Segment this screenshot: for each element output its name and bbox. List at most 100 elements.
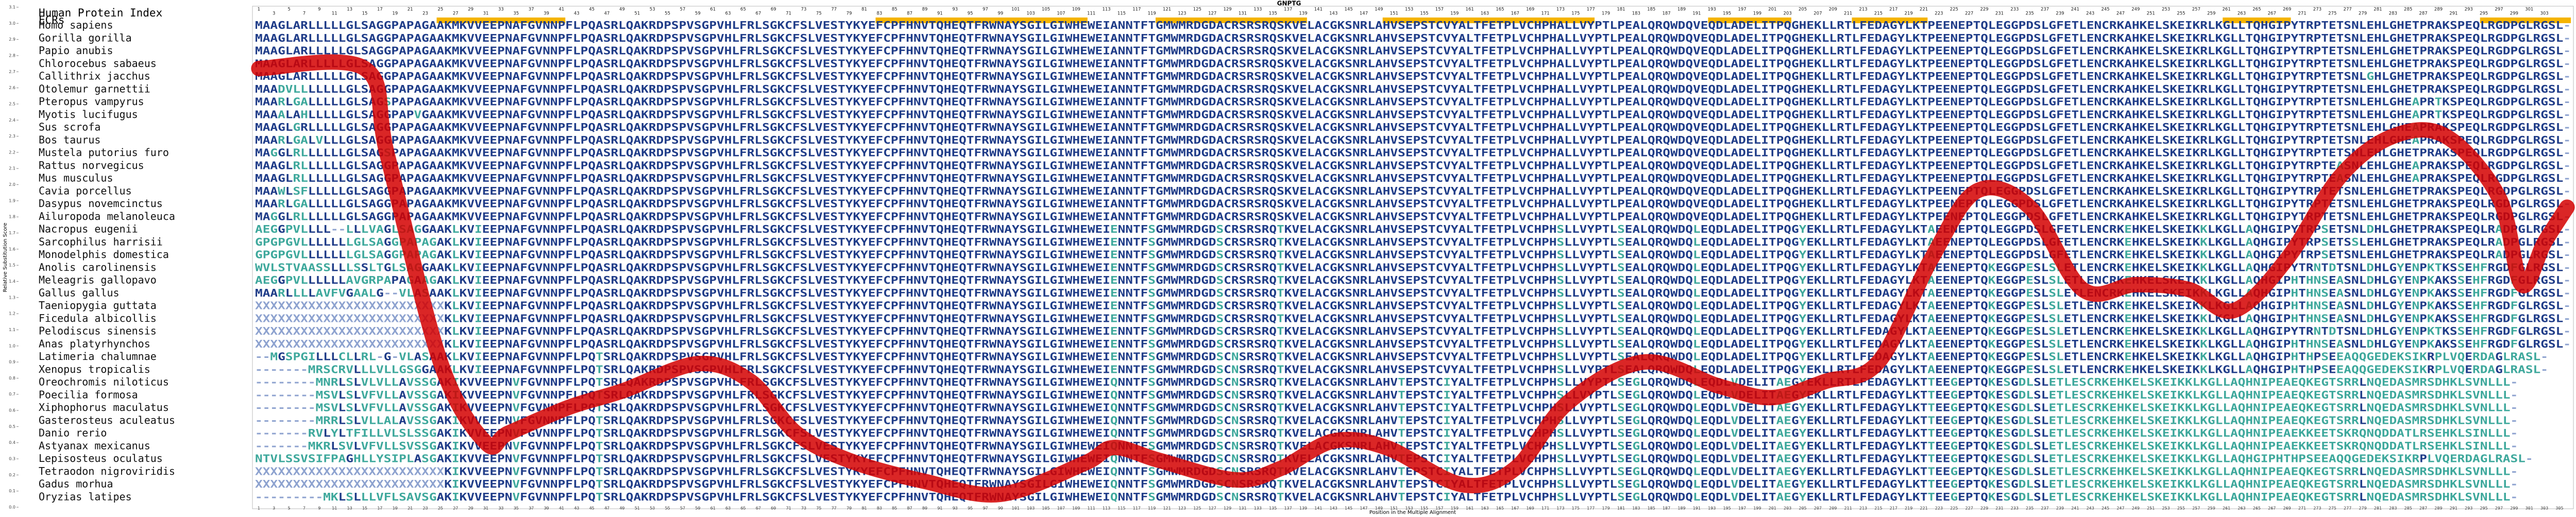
sequence-run: S	[1557, 427, 1565, 439]
sequence-run: LQRQWDQ	[1640, 478, 1693, 490]
sequence-run: SL	[2048, 325, 2063, 337]
sequence-run: C	[1224, 427, 1231, 439]
sequence: -------- MRR L S L VLLAL A VSSG AK I KVVEEPN V FGVNN…	[255, 414, 2518, 426]
sequence-run: KVVEEPN	[460, 478, 513, 490]
sequence-run: T	[2298, 299, 2306, 312]
sequence-run: VFVLL	[361, 401, 399, 413]
sequence-run: K	[1988, 388, 1996, 401]
species-name: Oreochromis niloticus	[39, 376, 169, 388]
sequence-run: MAA	[255, 108, 278, 120]
sequence-run: L	[1693, 248, 1701, 261]
sequence-run: MAAGLARLLLLLGLSAGGPAPAGAAKMKVVEEPNAFGVNN…	[255, 31, 2563, 44]
sequence-run: A	[1927, 337, 1935, 350]
sequence-run: I	[452, 490, 460, 503]
sequence-run: T	[2298, 274, 2306, 286]
human-index-label: 41	[559, 7, 565, 12]
sequence: MAAGLARLLLLLGLSAGGPAPAGAAKMKVVEEPNAFGVNN…	[255, 57, 2571, 70]
ecr-label: ECRs	[39, 14, 65, 26]
sequence-run: KV	[460, 299, 474, 312]
sequence-run: SRSRQ	[1239, 401, 1277, 413]
sequence-run: KVELACGKSNRLAHVSEPSTCVYALTFETPLVCHPH	[1284, 286, 1557, 299]
sequence-run: V	[512, 465, 520, 477]
sequence-run: L	[1693, 286, 1701, 299]
species-name: Mustela putorius furo	[39, 146, 169, 159]
sequence-run: VL	[399, 350, 414, 363]
sequence-run: EENEPTQ	[1935, 325, 1988, 337]
sequence-run: G	[2495, 363, 2503, 375]
sequence-run: LGLSA	[346, 235, 383, 248]
sequence-run: EENEPTQLEGGPDSLGFETLENCRK	[1935, 223, 2124, 235]
sequence-run: T	[1277, 439, 1284, 452]
sequence-run: MAAGL	[255, 172, 293, 184]
sequence-run: S	[1148, 388, 1156, 401]
sequence-run: S	[1556, 312, 1564, 324]
sequence-run: Y	[2397, 286, 2404, 299]
sequence-run: NNTF	[1117, 299, 1148, 312]
sequence-run: EE	[1935, 478, 1950, 490]
y-tick-label: 0.7	[9, 392, 15, 397]
sequence-run: EEPNAFGVNNPFLPQASRLQAKRDPSPVSGPVHLFRLSGK…	[482, 312, 1110, 324]
y-tick-label: 0.6	[9, 408, 15, 413]
sequence-run: S	[1216, 312, 1224, 324]
sequence-run: GMWMRDGD	[1156, 376, 1216, 388]
human-index-label: 303	[2540, 11, 2548, 16]
sequence-run: SRSRQ	[1239, 490, 1277, 503]
y-tick-label: 2.1	[9, 166, 15, 171]
sequence-run: S	[1556, 261, 1564, 273]
sequence-run: L	[1693, 452, 1701, 464]
sequence-run: A	[2245, 223, 2253, 235]
score-line	[251, 54, 2575, 503]
sequence-run: LLLLL	[308, 235, 346, 248]
sequence-run: KV	[460, 337, 474, 350]
sequence-run: T	[1277, 248, 1284, 261]
human-index-label: 187	[1662, 11, 1670, 16]
sequence: MA G GL RL LLLLLGLSAGGPAPAGAAKMKVVEEPNAFGVNN…	[255, 210, 2571, 222]
sequence-run: EGGP	[1995, 299, 2026, 312]
sequence-run: S	[1216, 248, 1224, 261]
sequence-run: KV	[460, 223, 474, 235]
sequence-run: MA	[255, 210, 270, 222]
human-index-label: 113	[1102, 7, 1110, 12]
sequence-run: G	[2011, 439, 2019, 452]
human-index-label: 63	[725, 11, 731, 16]
sequence-run: SRSRQ	[1239, 363, 1277, 375]
sequence-run: -	[2563, 223, 2571, 235]
sequence-run: EENEPTQ	[1935, 261, 1988, 273]
sequence-run: HLLYSIPL	[353, 452, 414, 464]
sequence-run: G	[2366, 70, 2374, 82]
sequence-run: K	[1988, 312, 1996, 324]
human-index-label: 97	[982, 7, 988, 12]
sequence-run: VL	[399, 286, 414, 299]
sequence-run: EKLLRTLFEDAGYLKT	[1806, 274, 1927, 286]
sequence-run: KVELACGKSNRLAHV	[1284, 414, 1398, 426]
sequence-run: MAAGLARLLLLLGLSAGGPAPAGAAKMKVVEEPNAFGVNN…	[255, 57, 2563, 70]
sequence-run: S	[2321, 350, 2329, 363]
sequence-run: LVA	[361, 223, 384, 235]
sequence-run: Y	[2397, 299, 2404, 312]
sequence-run: L	[1693, 312, 1701, 324]
sequence-run: T	[1927, 439, 1935, 452]
sequence-run: EPSTC	[1405, 427, 1443, 439]
sequence-run: MRSCRV	[308, 363, 353, 375]
y-tick-label: 1.4	[9, 279, 15, 284]
sequence-run: KVVEEPN	[460, 465, 513, 477]
sequence-run: EKLLRTLFEDAGYLKT	[1806, 478, 1927, 490]
sequence-run: GMWMRDGD	[1156, 350, 1216, 363]
sequence-run: EQDLADELITPQG	[1701, 261, 1799, 273]
sequence-run: ETLESCRKEHKELSKEIKKLKGLLAQHNIPEAEQKEGTSR…	[2048, 401, 2359, 413]
sequence-run: CL	[338, 350, 353, 363]
sequence-run: SL	[2033, 261, 2048, 273]
sequence-run: K	[1988, 414, 1996, 426]
human-index-label: 53	[650, 7, 655, 12]
human-index-label: 219	[1905, 11, 1913, 16]
human-index-label: 13	[347, 7, 352, 12]
sequence-run: S	[1617, 325, 1625, 337]
sequence-run: AKS	[2435, 337, 2458, 350]
human-index-label: 87	[907, 11, 912, 16]
human-index-label: 193	[1708, 7, 1716, 12]
sequence-run: E	[2124, 337, 2132, 350]
y-axis-title: Relative Substitution Score	[3, 222, 8, 292]
sequence-run: GA	[293, 95, 308, 108]
sequence-run: LKGLL	[2208, 337, 2245, 350]
sequence-run: S	[346, 401, 353, 413]
